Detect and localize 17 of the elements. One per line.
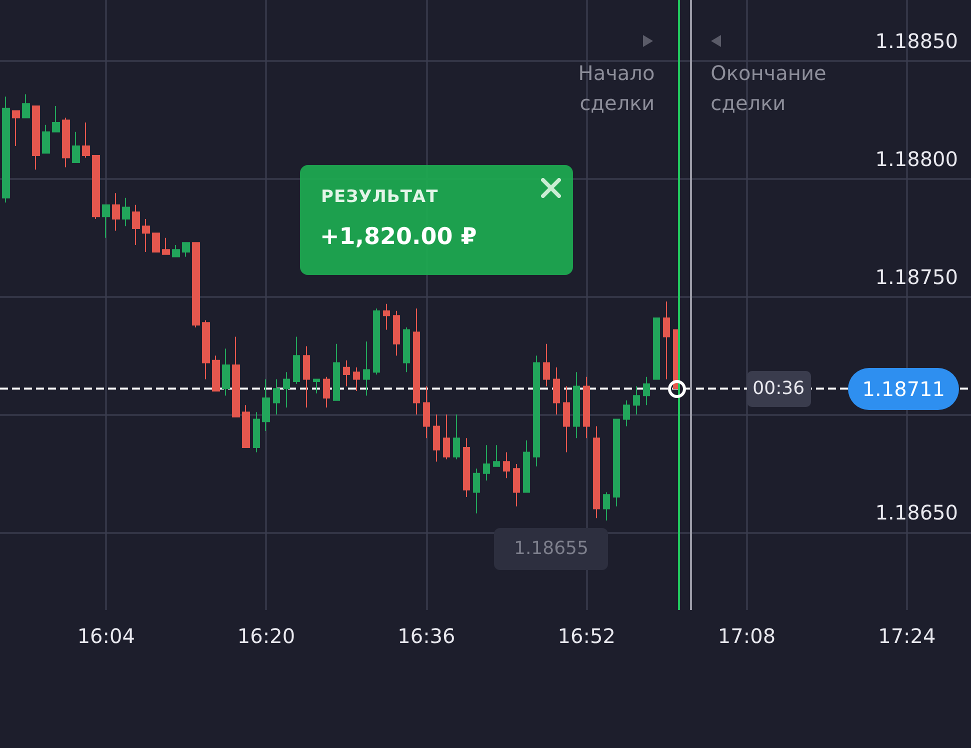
x-tick-label: 17:24 (878, 624, 936, 648)
y-tick-label: 1.18800 (875, 146, 958, 171)
annotation: +1,820.00 ₽ (320, 224, 477, 250)
y-tick-label: 1.18750 (875, 264, 958, 289)
ref-line-label: 1.18711 (848, 368, 959, 410)
x-tick-label: 16:52 (558, 624, 616, 648)
annotation: 1.18655 (494, 528, 608, 570)
x-tick-label: 16:36 (398, 624, 456, 648)
annotation: 00:36 (746, 370, 811, 407)
ref-line-label: Начало сделки (577, 60, 655, 117)
y-tick-label: 1.18850 (875, 29, 958, 54)
ref-line-label: Окончание сделки (710, 60, 826, 117)
y-tick-label: 1.18650 (875, 500, 958, 524)
annotation: РЕЗУЛЬТАТ (321, 187, 438, 207)
x-tick-label: 17:08 (718, 624, 776, 648)
x-tick-label: 16:20 (237, 624, 296, 648)
x-tick-label: 16:04 (77, 624, 135, 648)
